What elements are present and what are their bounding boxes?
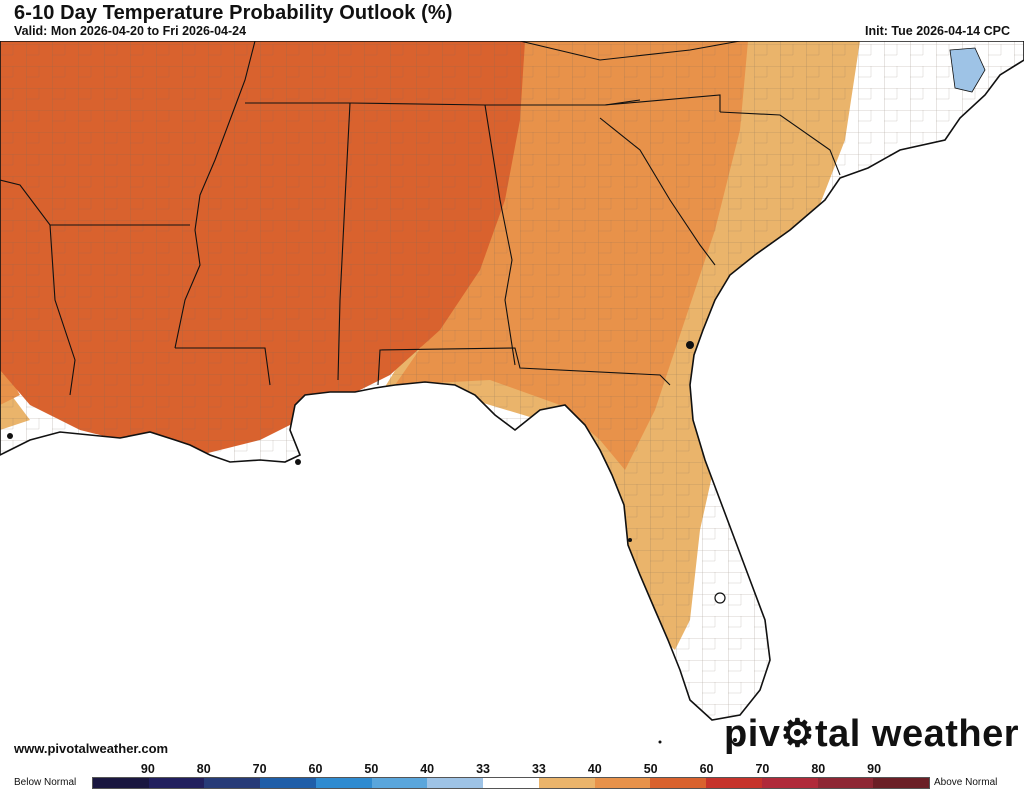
legend-swatch (873, 778, 930, 788)
website-link[interactable]: www.pivotalweather.com (14, 741, 169, 756)
legend-swatch (483, 778, 539, 788)
legend-tick-label: 80 (196, 762, 211, 776)
legend-tick-label: 40 (587, 762, 602, 776)
legend-color-bar (92, 777, 930, 789)
legend-tick-label: 80 (811, 762, 826, 776)
valid-period: Valid: Mon 2026-04-20 to Fri 2026-04-24 (14, 24, 247, 38)
legend-tick-label: 60 (699, 762, 714, 776)
legend-above-label: Above Normal (934, 777, 998, 788)
legend-swatch (594, 778, 651, 788)
legend-tick-label: 33 (531, 762, 546, 776)
county-grid (0, 41, 1024, 720)
legend-tick-label: 40 (420, 762, 435, 776)
state-borders (0, 41, 841, 396)
legend-swatch (148, 778, 205, 788)
map-title: 6-10 Day Temperature Probability Outlook… (14, 2, 453, 24)
init-time: Init: Tue 2026-04-14 CPC (865, 24, 1010, 38)
legend-tick-label: 33 (476, 762, 491, 776)
legend-swatch (538, 778, 595, 788)
legend-swatch (315, 778, 372, 788)
legend: 90 80 70 60 50 40 33 33 40 50 60 70 80 90 Below Norma… (0, 762, 1024, 791)
header: 6-10 Day Temperature Probability Outlook… (0, 0, 1024, 41)
legend-below-label: Below Normal (14, 777, 77, 788)
brand-prefix: piv (724, 713, 781, 755)
legend-swatch (204, 778, 261, 788)
legend-swatch (650, 778, 707, 788)
legend-tick-label: 50 (643, 762, 658, 776)
legend-tick-label: 60 (308, 762, 323, 776)
legend-swatch (817, 778, 874, 788)
legend-tick-label: 90 (867, 762, 882, 776)
legend-swatch (371, 778, 428, 788)
map-svg (0, 41, 1024, 744)
legend-swatch (93, 778, 149, 788)
legend-tick-label: 90 (140, 762, 155, 776)
gear-icon: ⚙ (780, 713, 815, 755)
legend-swatch (706, 778, 762, 788)
legend-swatch (260, 778, 316, 788)
brand-logo: piv⚙tal weather (724, 711, 1019, 756)
coastal-islands (7, 341, 737, 744)
legend-tick-label: 70 (755, 762, 770, 776)
legend-tick-label: 70 (252, 762, 267, 776)
forecast-map[interactable] (0, 41, 1024, 770)
legend-swatch (427, 778, 484, 788)
below-40-patch (949, 47, 986, 93)
legend-tick-label: 50 (364, 762, 379, 776)
legend-swatch (761, 778, 818, 788)
brand-suffix: tal weather (814, 713, 1020, 755)
